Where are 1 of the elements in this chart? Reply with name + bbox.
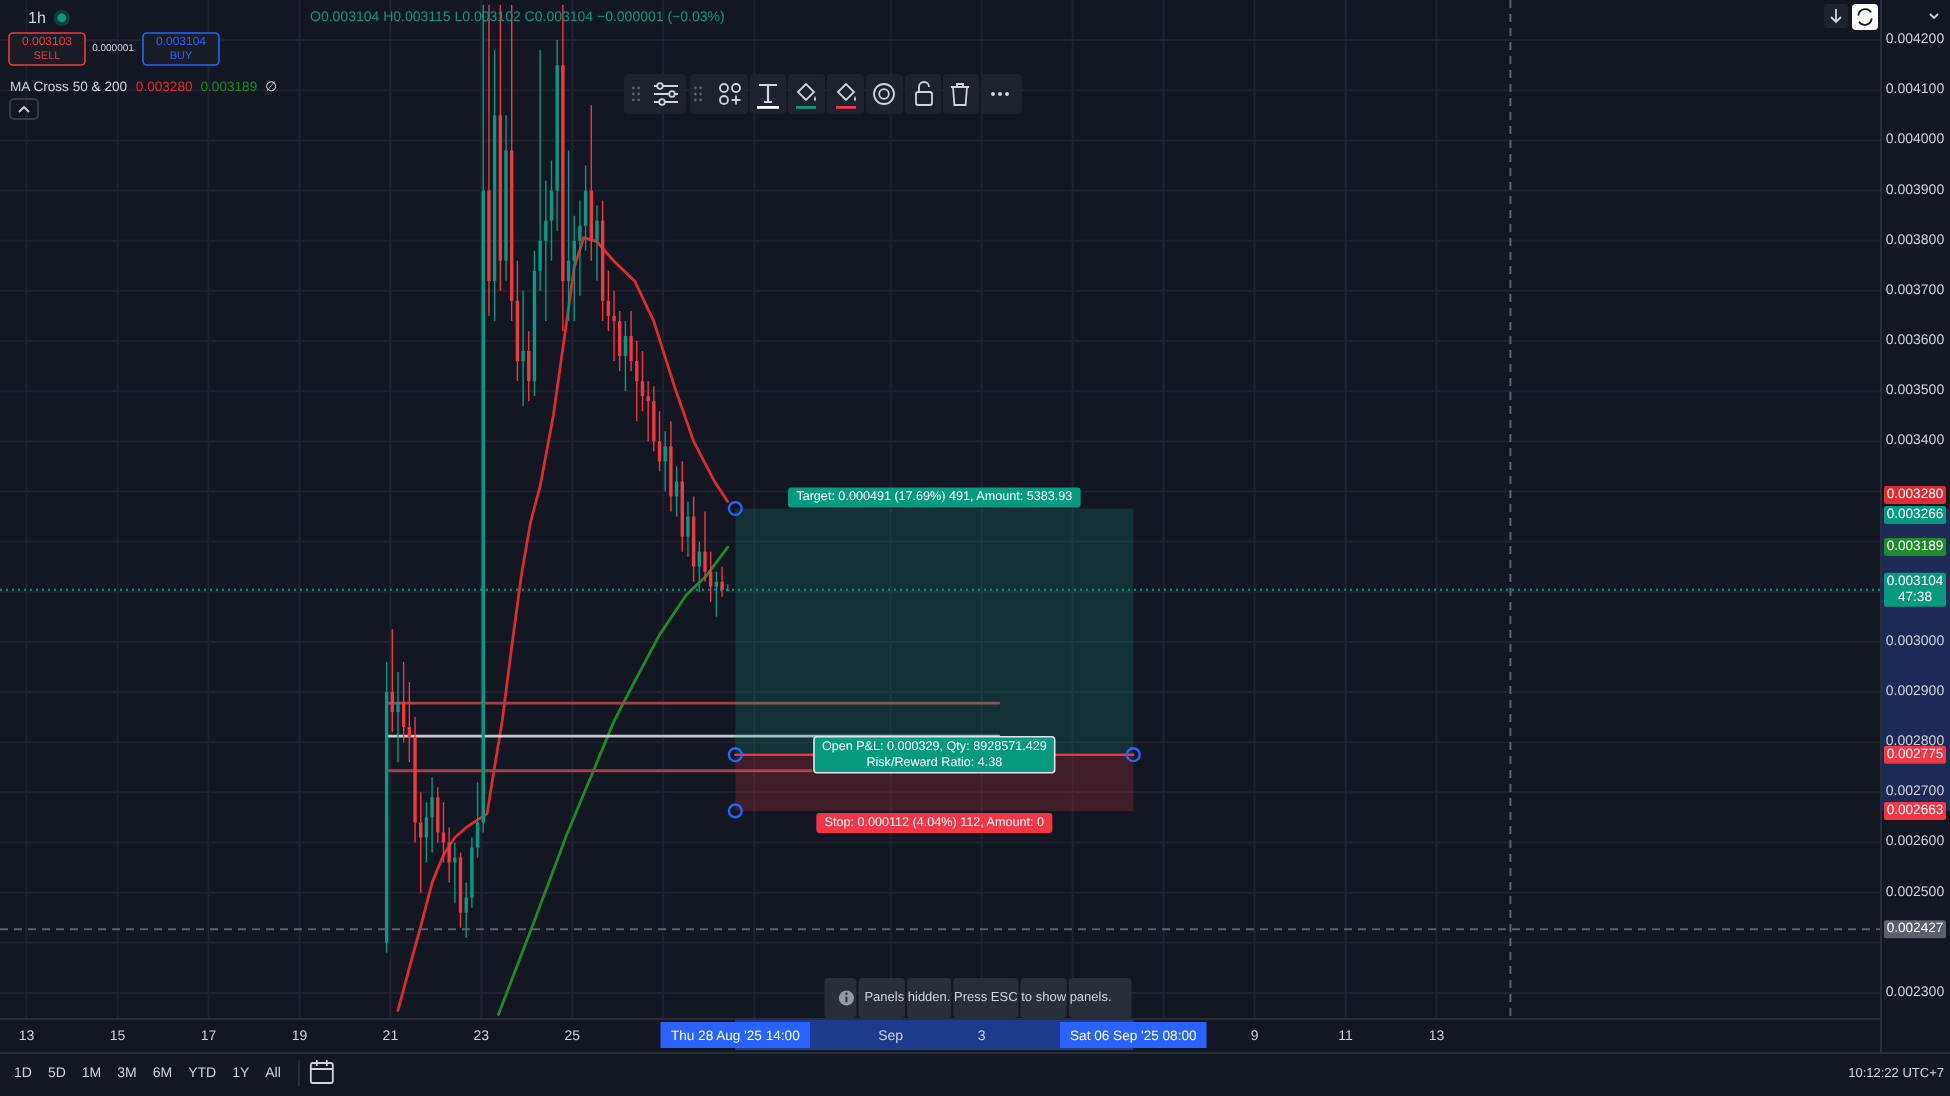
text: 1h	[28, 9, 46, 27]
